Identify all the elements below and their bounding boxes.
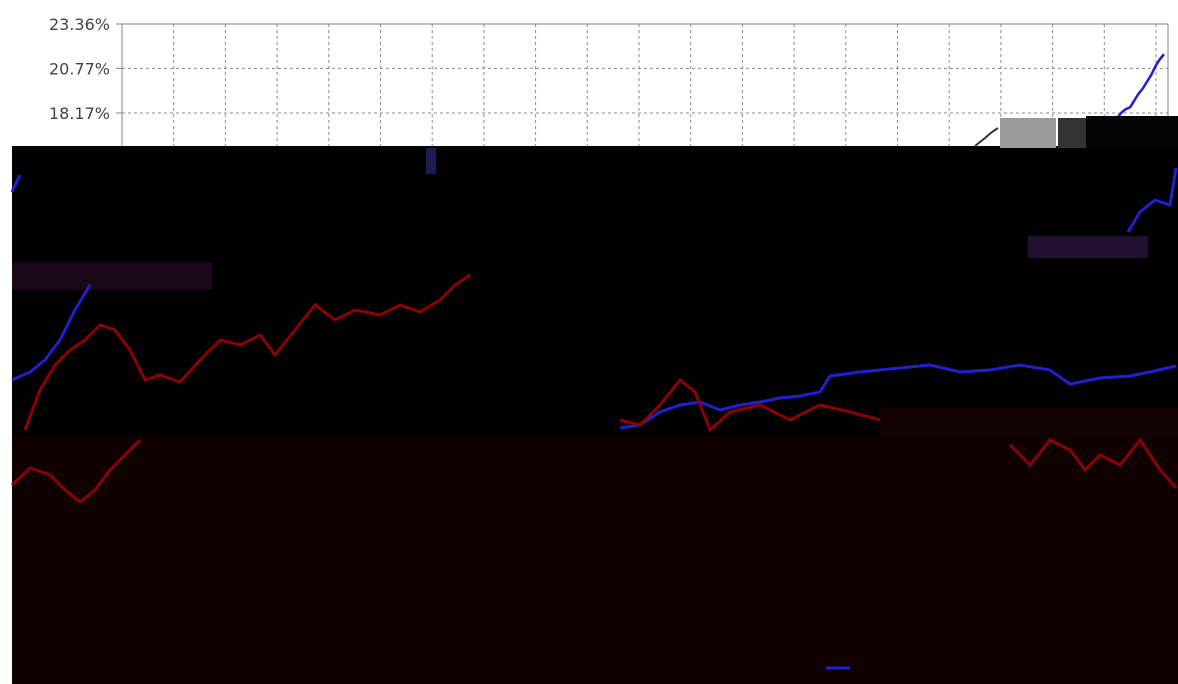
corrupted-blue-line-fragment	[1126, 167, 1178, 233]
corrupted-region	[1000, 118, 1056, 148]
corrupted-region	[426, 148, 436, 174]
corrupted-blue-line-fragment	[11, 284, 92, 382]
series-line-dark-fragment	[974, 127, 999, 147]
corrupted-region	[1058, 118, 1086, 148]
corrupted-red-line-fragment	[619, 377, 881, 433]
y-axis-ticks: 23.36% 20.77% 18.17%	[49, 15, 110, 123]
corrupted-region	[1086, 116, 1178, 148]
y-tick-label: 18.17%	[49, 104, 110, 123]
corrupted-red-line-fragment	[1008, 437, 1178, 489]
corrupted-region	[880, 408, 1178, 436]
corrupted-region	[12, 436, 1178, 684]
corrupted-region	[1028, 236, 1148, 258]
corrupted-red-line-fragment	[10, 438, 142, 504]
corrupted-blue-line-fragment	[10, 174, 22, 193]
corrupted-blue-line-fragment	[619, 363, 1177, 430]
corrupted-red-line-fragment	[23, 273, 471, 431]
corrupted-region	[12, 262, 212, 290]
y-tick-label: 20.77%	[49, 59, 110, 78]
y-tick-label: 23.36%	[49, 15, 110, 34]
